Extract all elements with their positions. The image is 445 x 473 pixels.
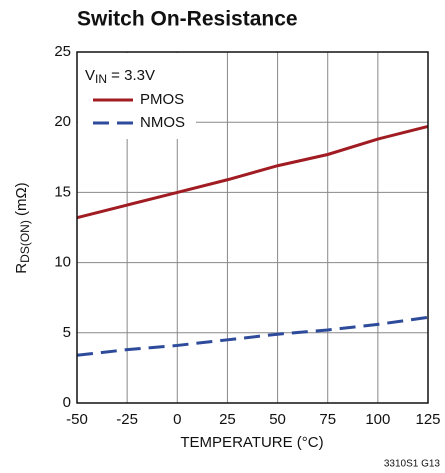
y-tick-label: 25 — [54, 43, 71, 60]
x-tick-label: 100 — [365, 411, 390, 428]
x-tick-label: -25 — [116, 411, 138, 428]
x-tick-label: 50 — [269, 411, 286, 428]
annotation-sub: IN — [95, 72, 107, 86]
y-tick-label: 5 — [63, 324, 71, 341]
x-tick-label: 125 — [415, 411, 440, 428]
x-tick-label: -50 — [66, 411, 88, 428]
y-tick-label: 20 — [54, 113, 71, 130]
series-line — [76, 124, 429, 220]
x-tick-label: 75 — [319, 411, 336, 428]
y-tick-label: 15 — [54, 183, 71, 200]
chart-title: Switch On-Resistance — [77, 8, 298, 31]
legend-box — [78, 53, 196, 139]
y-label-part: (mΩ) — [13, 182, 30, 220]
series-line — [76, 315, 429, 357]
y-label-sub: DS(ON) — [18, 220, 32, 263]
x-tick-label: 0 — [173, 411, 181, 428]
annotation-part: V — [85, 67, 95, 84]
y-axis-label: RDS(ON) (mΩ) — [13, 182, 32, 273]
y-tick-label: 10 — [54, 254, 71, 271]
x-tick-label: 25 — [219, 411, 236, 428]
y-tick-label: 0 — [63, 394, 71, 411]
legend-label: NMOS — [140, 114, 185, 131]
footnote: 3310S1 G13 — [384, 459, 441, 470]
legend-label: PMOS — [140, 91, 184, 108]
x-axis-label: TEMPERATURE (°C) — [180, 434, 323, 451]
annotation: VIN = 3.3V — [85, 67, 155, 86]
y-label-part: R — [13, 263, 30, 274]
annotation-part: = 3.3V — [107, 67, 155, 84]
plot-frame — [76, 51, 429, 404]
